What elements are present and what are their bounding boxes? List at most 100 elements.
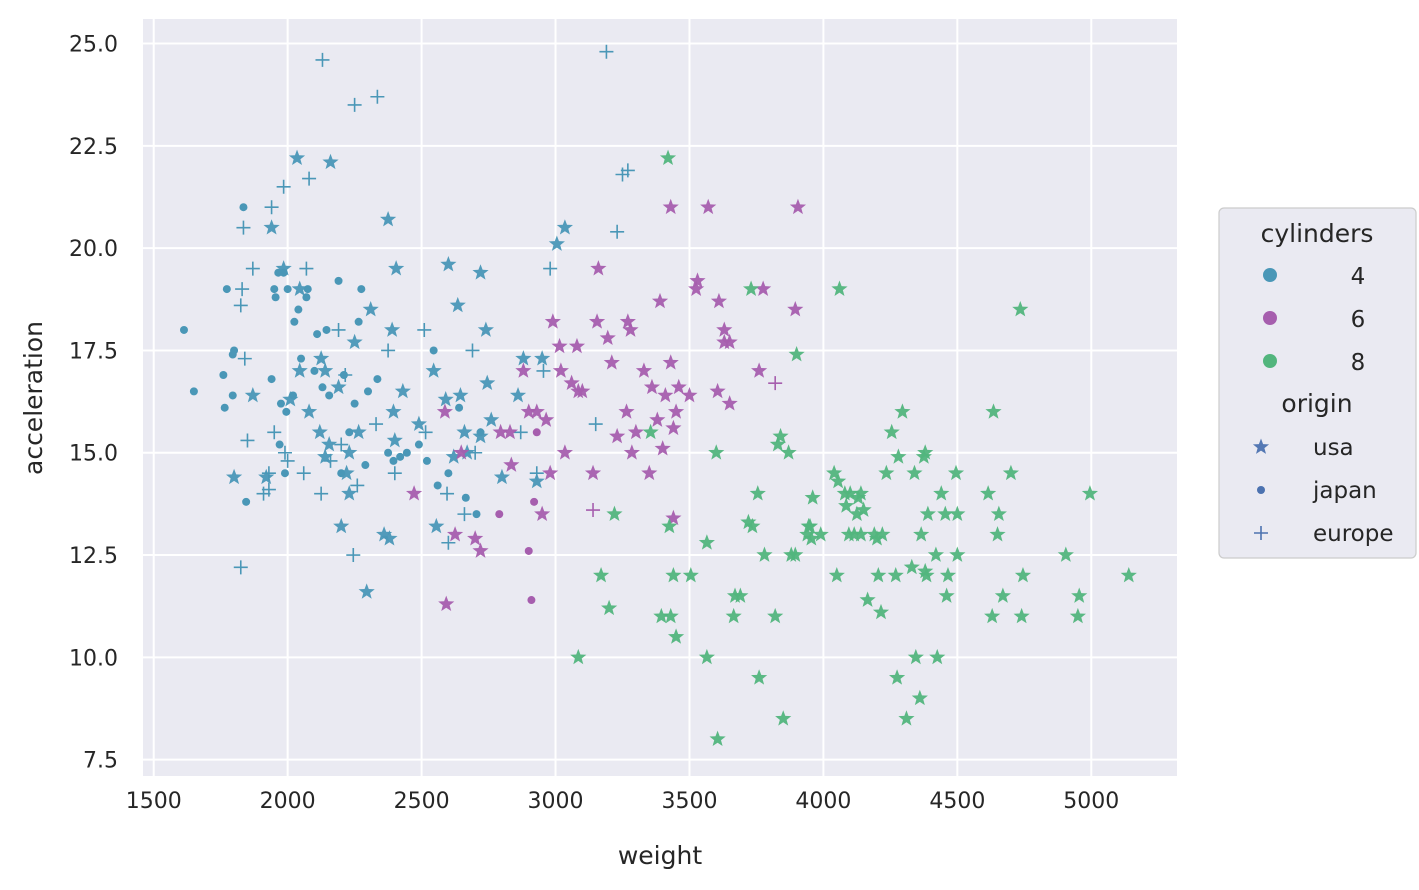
data-point (236, 220, 251, 235)
data-point (710, 292, 728, 309)
y-tick-label: 20.0 (69, 237, 118, 262)
data-point (317, 362, 334, 378)
data-point (341, 444, 358, 460)
data-point (346, 333, 363, 350)
data-point (317, 448, 334, 464)
data-point (653, 607, 670, 624)
data-point (721, 333, 738, 350)
data-point (271, 293, 280, 302)
data-point (376, 526, 393, 542)
data-point (830, 472, 847, 489)
data-point (244, 386, 261, 403)
data-point (618, 403, 635, 419)
data-point (787, 301, 804, 317)
data-point (242, 497, 251, 506)
data-point (437, 391, 454, 407)
data-point (338, 367, 353, 382)
data-point (872, 603, 890, 620)
data-point (468, 445, 483, 460)
data-point (445, 448, 462, 464)
data-point (515, 362, 532, 378)
data-point (315, 52, 330, 67)
data-point (291, 280, 308, 296)
data-point (302, 293, 311, 302)
data-point (290, 317, 299, 326)
data-point (331, 322, 346, 337)
data-point (449, 296, 466, 313)
data-point (1013, 607, 1030, 624)
x-tick-label: 2000 (260, 789, 316, 814)
data-point (619, 313, 636, 329)
data-point (394, 382, 411, 399)
data-point (828, 567, 845, 583)
data-point (599, 44, 614, 59)
x-tick-label: 1500 (126, 789, 182, 814)
data-point (444, 469, 453, 478)
data-point (980, 485, 997, 501)
data-point (515, 350, 532, 366)
data-point (313, 330, 322, 339)
data-point (528, 403, 545, 419)
x-tick-label: 4500 (929, 789, 985, 814)
data-point (362, 301, 379, 317)
data-point (428, 517, 445, 534)
data-point (294, 305, 303, 314)
data-point (509, 386, 527, 403)
data-point (551, 337, 568, 354)
data-point (429, 346, 438, 355)
data-point (313, 350, 330, 366)
data-point (812, 526, 829, 542)
data-point (744, 517, 761, 534)
data-point (245, 261, 260, 276)
data-point (270, 285, 279, 294)
data-point (708, 444, 725, 460)
data-point (649, 411, 666, 427)
data-point (801, 517, 819, 534)
data-point (767, 607, 784, 624)
data-point (529, 466, 544, 481)
data-point (989, 526, 1006, 542)
data-point (333, 517, 350, 534)
data-point (682, 567, 699, 583)
data-point (667, 403, 685, 419)
data-point (651, 292, 669, 309)
data-point (937, 505, 954, 521)
data-point (919, 505, 936, 521)
data-point (384, 321, 401, 337)
data-point (534, 350, 551, 366)
data-point (803, 530, 820, 546)
data-point (898, 710, 915, 726)
data-point (894, 403, 911, 419)
data-point (574, 382, 591, 399)
data-point (709, 730, 726, 747)
data-point (334, 276, 343, 285)
data-point (868, 530, 886, 546)
data-point (291, 362, 308, 378)
data-point (527, 596, 536, 605)
data-point (277, 445, 292, 460)
data-point (228, 391, 237, 400)
data-point (263, 219, 280, 235)
data-point (610, 224, 625, 239)
data-point (911, 689, 928, 706)
data-point (233, 298, 248, 313)
data-point (267, 425, 282, 440)
data-point (396, 452, 405, 461)
data-point (389, 456, 398, 465)
data-point (852, 485, 869, 501)
data-point (848, 505, 865, 521)
data-point (698, 534, 715, 550)
plot-area (143, 19, 1177, 776)
data-point (1069, 607, 1086, 624)
data-point (350, 478, 365, 493)
data-point (297, 354, 306, 363)
data-point (230, 346, 239, 355)
data-point (667, 628, 685, 644)
data-point (440, 486, 455, 501)
data-point (938, 587, 955, 603)
data-point (220, 403, 229, 412)
data-point (620, 163, 635, 178)
data-point (859, 591, 876, 607)
data-point (314, 486, 329, 501)
data-point (301, 403, 318, 419)
